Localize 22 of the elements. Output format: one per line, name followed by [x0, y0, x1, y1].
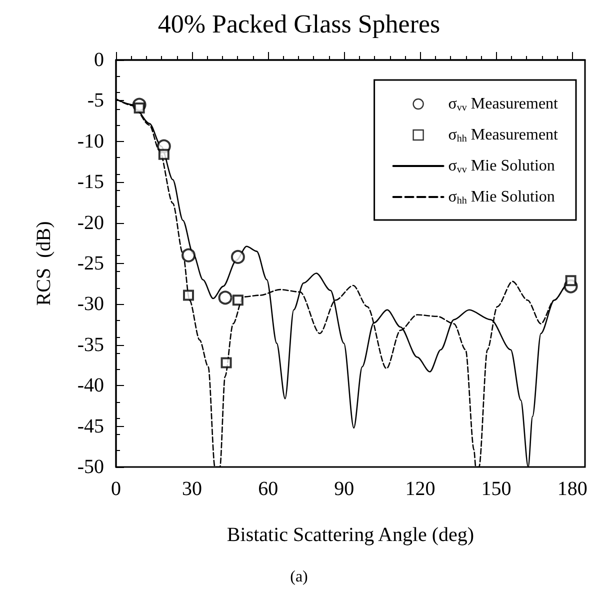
y-tick-label: -25	[77, 252, 104, 274]
x-tick-label: 120	[405, 478, 436, 500]
y-tick-label: -5	[87, 90, 104, 112]
y-axis-title: RCS (dB)	[33, 221, 55, 306]
x-tick-label: 180	[557, 478, 588, 500]
x-tick-label: 60	[258, 478, 278, 500]
y-tick-label: 0	[94, 49, 104, 71]
x-axis-title: Bistatic Scattering Angle (deg)	[226, 524, 474, 546]
chart-title: 40% Packed Glass Spheres	[158, 10, 440, 38]
x-tick-label: 150	[481, 478, 512, 500]
x-tick-label: 90	[334, 478, 354, 500]
text: (a)	[290, 568, 308, 586]
y-tick-label: -15	[77, 171, 104, 194]
y-tick-label: -40	[77, 374, 104, 397]
y-tick-label: -35	[77, 334, 104, 356]
x-tick-label: 30	[182, 478, 202, 500]
y-tick-label: -20	[77, 212, 104, 234]
x-tick-label: 0	[111, 478, 121, 500]
y-tick-label: -50	[77, 456, 104, 478]
y-tick-label: -30	[77, 293, 104, 316]
y-tick-label: -10	[77, 130, 104, 152]
y-tick-label: -45	[77, 415, 104, 438]
